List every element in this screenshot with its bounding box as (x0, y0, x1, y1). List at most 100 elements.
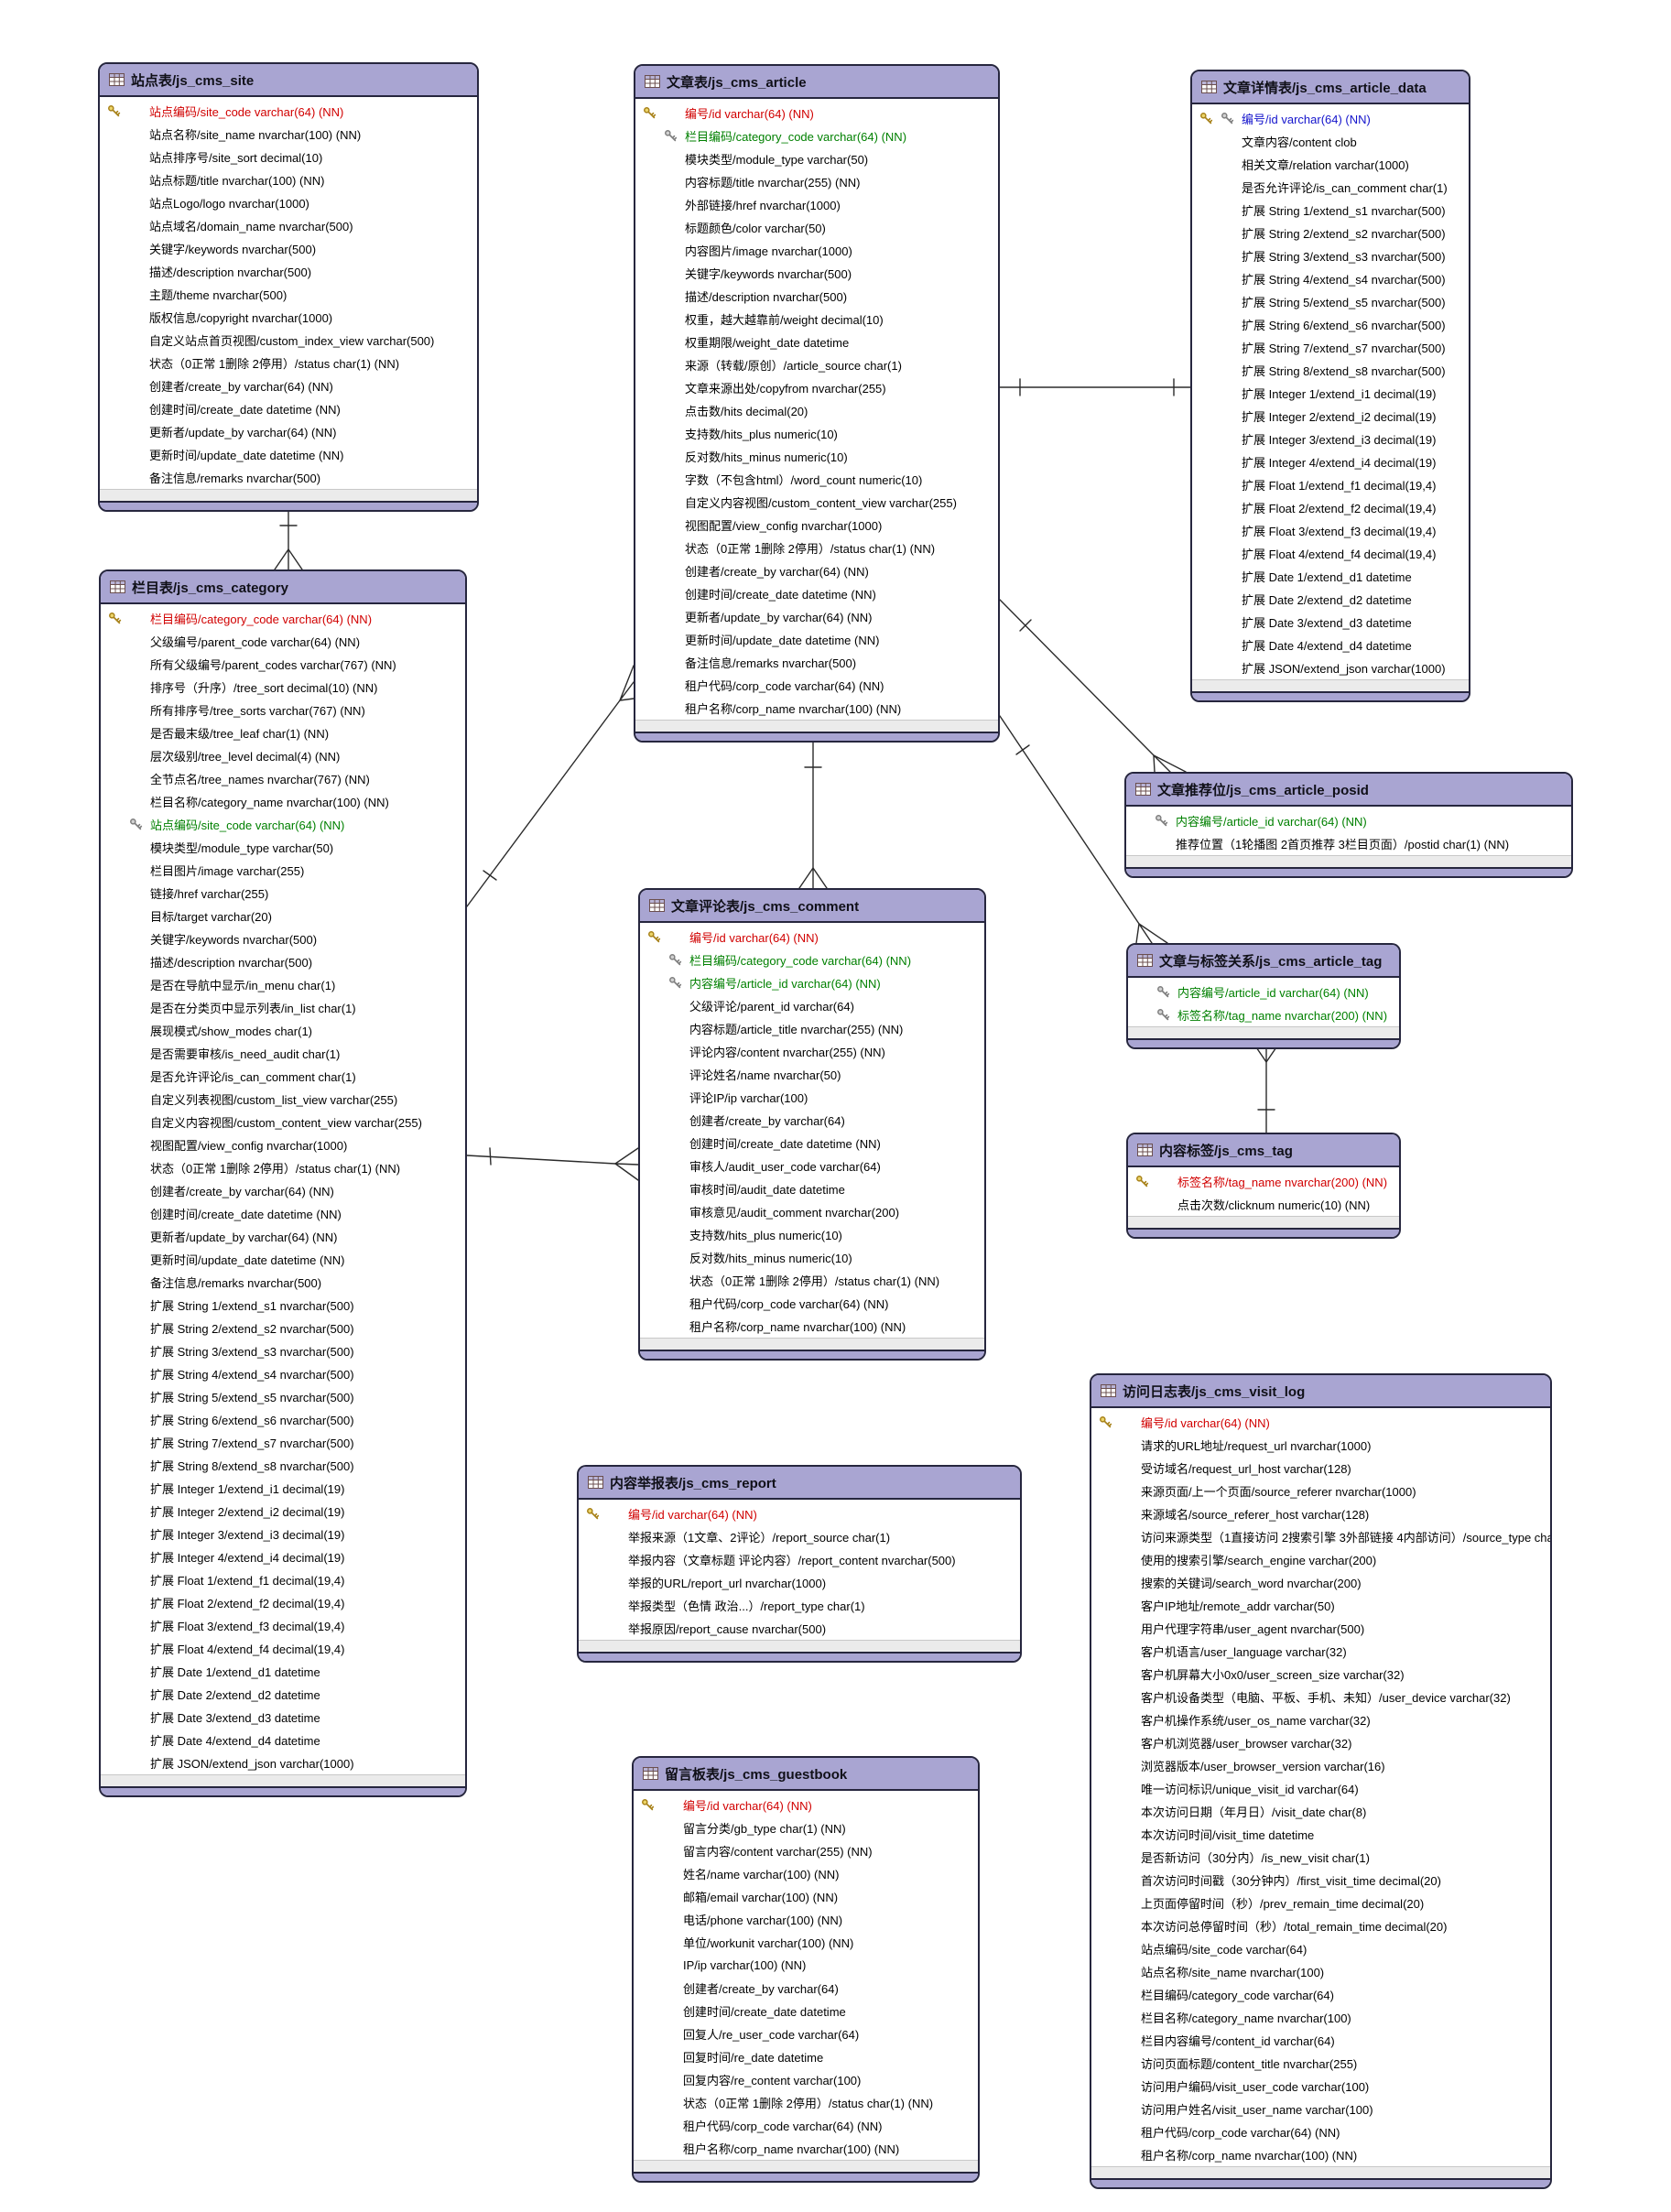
field-label: 状态（0正常 1删除 2停用）/status char(1) (NN) (689, 1274, 940, 1288)
field-row: 扩展 String 1/extend_s1 nvarchar(500) (101, 1294, 465, 1317)
field-label: 扩展 Date 1/extend_d1 datetime (1242, 570, 1412, 584)
field-label: 扩展 String 6/extend_s6 nvarchar(500) (150, 1414, 354, 1427)
field-label: 是否在分类页中显示列表/in_list char(1) (150, 1002, 356, 1015)
pk-icon-slot (643, 106, 664, 120)
field-label: 邮箱/email varchar(100) (NN) (683, 1891, 839, 1904)
pk-icon-slot (1199, 112, 1221, 125)
field-row: 所有排序号/tree_sorts varchar(767) (NN) (101, 699, 465, 721)
field-row: 文章内容/content clob (1192, 130, 1469, 153)
table-js_cms_guestbook[interactable]: 留言板表/js_cms_guestbook 编号/id varchar(64) (… (632, 1756, 980, 2183)
table-grid-icon (109, 73, 125, 86)
table-js_cms_site[interactable]: 站点表/js_cms_site 站点编码/site_code varchar(64… (98, 62, 479, 512)
rel-site-category (274, 504, 303, 570)
silver-key-icon (1157, 986, 1170, 998)
silver-key-icon (1156, 815, 1168, 827)
field-row: 租户名称/corp_name nvarchar(100) (NN) (1091, 2143, 1550, 2166)
field-row: 创建者/create_by varchar(64) (NN) (100, 374, 477, 397)
field-label: 扩展 Date 2/extend_d2 datetime (1242, 593, 1412, 607)
silver-key-icon (1221, 113, 1234, 125)
field-row: 站点编码/site_code varchar(64) (1091, 1937, 1550, 1960)
field-label: 视图配置/view_config nvarchar(1000) (150, 1139, 348, 1153)
field-label: 客户机屏幕大小0x0/user_screen_size varchar(32) (1141, 1668, 1405, 1682)
field-row: 评论内容/content nvarchar(255) (NN) (640, 1040, 984, 1063)
field-row: 描述/description nvarchar(500) (100, 260, 477, 283)
table-js_cms_tag[interactable]: 内容标签/js_cms_tag 标签名称/tag_name nvarchar(20… (1126, 1133, 1401, 1239)
field-row: 评论姓名/name nvarchar(50) (640, 1063, 984, 1086)
field-list: 标签名称/tag_name nvarchar(200) (NN) 点击次数/cli… (1128, 1167, 1399, 1216)
field-label: 内容编号/article_id varchar(64) (NN) (1177, 986, 1369, 1000)
field-label: 访问来源类型（1直接访问 2搜索引擎 3外部链接 4内部访问）/source_t… (1141, 1531, 1552, 1545)
field-row: 内容编号/article_id varchar(64) (NN) (640, 971, 984, 994)
table-js_cms_comment[interactable]: 文章评论表/js_cms_comment 编号/id varchar(64) (N… (638, 888, 986, 1361)
field-row: 创建时间/create_date datetime (NN) (101, 1202, 465, 1225)
field-row: 客户机浏览器/user_browser varchar(32) (1091, 1731, 1550, 1754)
field-row: 状态（0正常 1删除 2停用）/status char(1) (NN) (635, 537, 998, 559)
silver-key-icon (669, 954, 682, 966)
table-header: 栏目表/js_cms_category (101, 571, 465, 604)
field-label: 状态（0正常 1删除 2停用）/status char(1) (NN) (150, 1162, 401, 1176)
field-row: 请求的URL地址/request_url nvarchar(1000) (1091, 1434, 1550, 1457)
field-label: 留言分类/gb_type char(1) (NN) (683, 1822, 846, 1836)
field-row: 更新时间/update_date datetime (NN) (100, 443, 477, 466)
field-row: 扩展 Date 4/extend_d4 datetime (1192, 634, 1469, 656)
field-row: 扩展 String 4/extend_s4 nvarchar(500) (1192, 267, 1469, 290)
field-label: 栏目编码/category_code varchar(64) (NN) (685, 130, 907, 144)
field-row: 全节点名/tree_names nvarchar(767) (NN) (101, 767, 465, 790)
table-title: 文章与标签关系/js_cms_article_tag (1159, 953, 1383, 970)
field-row: 创建者/create_by varchar(64) (NN) (635, 559, 998, 582)
field-row: 扩展 Float 4/extend_f4 decimal(19,4) (1192, 542, 1469, 565)
field-row: 使用的搜索引擎/search_engine varchar(200) (1091, 1548, 1550, 1571)
silver-key-icon (665, 130, 678, 142)
table-js_cms_article[interactable]: 文章表/js_cms_article 编号/id varchar(64) (NN)… (634, 64, 1000, 743)
field-label: 模块类型/module_type varchar(50) (685, 153, 869, 167)
field-label: 是否允许评论/is_can_comment char(1) (1242, 181, 1448, 195)
field-row: 备注信息/remarks nvarchar(500) (101, 1271, 465, 1294)
field-label: 是否新访问（30分内）/is_new_visit char(1) (1141, 1851, 1370, 1865)
field-row: 租户代码/corp_code varchar(64) (NN) (640, 1292, 984, 1315)
field-row: 扩展 Float 2/extend_f2 decimal(19,4) (101, 1591, 465, 1614)
table-footer (101, 1774, 465, 1786)
table-title: 文章推荐位/js_cms_article_posid (1157, 782, 1369, 798)
pk-icon-slot (586, 1507, 607, 1521)
table-js_cms_article_data[interactable]: 文章详情表/js_cms_article_data 编号/id varchar(6… (1190, 70, 1470, 702)
field-label: 是否允许评论/is_can_comment char(1) (150, 1070, 356, 1084)
field-label: 站点名称/site_name nvarchar(100) (1141, 1966, 1325, 1979)
field-row: 扩展 Integer 1/extend_i1 decimal(19) (101, 1477, 465, 1500)
table-header: 内容举报表/js_cms_report (579, 1467, 1020, 1500)
field-label: 状态（0正常 1删除 2停用）/status char(1) (NN) (683, 2097, 934, 2110)
field-label: 租户名称/corp_name nvarchar(100) (NN) (689, 1320, 906, 1334)
field-row: 租户名称/corp_name nvarchar(100) (NN) (634, 2137, 978, 2160)
field-row: 编号/id varchar(64) (NN) (634, 1794, 978, 1816)
table-js_cms_article_posid[interactable]: 文章推荐位/js_cms_article_posid 内容编号/article_i… (1124, 772, 1573, 878)
field-row: 内容编号/article_id varchar(64) (NN) (1126, 809, 1571, 832)
table-js_cms_category[interactable]: 栏目表/js_cms_category 栏目编码/category_code va… (99, 569, 467, 1797)
field-label: 创建者/create_by varchar(64) (NN) (150, 1185, 334, 1198)
field-label: 浏览器版本/user_browser_version varchar(16) (1141, 1760, 1385, 1773)
field-row: 更新时间/update_date datetime (NN) (101, 1248, 465, 1271)
field-row: 自定义内容视图/custom_content_view varchar(255) (101, 1111, 465, 1133)
field-label: 扩展 Float 3/extend_f3 decimal(19,4) (150, 1620, 345, 1633)
field-label: 支持数/hits_plus numeric(10) (689, 1229, 842, 1242)
field-label: 点击次数/clicknum numeric(10) (NN) (1177, 1198, 1371, 1212)
field-row: 扩展 Float 2/extend_f2 decimal(19,4) (1192, 496, 1469, 519)
field-row: 扩展 Integer 3/extend_i3 decimal(19) (1192, 428, 1469, 450)
table-js_cms_report[interactable]: 内容举报表/js_cms_report 编号/id varchar(64) (NN… (577, 1465, 1022, 1663)
field-label: 电话/phone varchar(100) (NN) (683, 1914, 843, 1927)
field-row: 字数（不包含html）/word_count numeric(10) (635, 468, 998, 491)
table-js_cms_visit_log[interactable]: 访问日志表/js_cms_visit_log 编号/id varchar(64) … (1090, 1373, 1552, 2189)
field-row: 扩展 Integer 2/extend_i2 decimal(19) (1192, 405, 1469, 428)
field-label: 回复内容/re_content varchar(100) (683, 2074, 862, 2087)
table-grid-icon (1101, 1384, 1116, 1397)
table-js_cms_article_tag[interactable]: 文章与标签关系/js_cms_article_tag 内容编号/article_i… (1126, 943, 1401, 1049)
table-footer-strip (1126, 867, 1571, 876)
field-row: 访问页面标题/content_title nvarchar(255) (1091, 2052, 1550, 2075)
field-label: 扩展 Float 4/extend_f4 decimal(19,4) (150, 1643, 345, 1656)
field-row: 扩展 String 3/extend_s3 nvarchar(500) (101, 1339, 465, 1362)
silver-key-icon (669, 977, 682, 989)
field-row: 扩展 Float 3/extend_f3 decimal(19,4) (1192, 519, 1469, 542)
field-label: 扩展 String 8/extend_s8 nvarchar(500) (1242, 364, 1446, 378)
field-label: 所有排序号/tree_sorts varchar(767) (NN) (150, 704, 365, 718)
field-row: 扩展 Float 3/extend_f3 decimal(19,4) (101, 1614, 465, 1637)
field-label: 本次访问时间/visit_time datetime (1141, 1828, 1315, 1842)
field-label: 租户名称/corp_name nvarchar(100) (NN) (685, 702, 902, 716)
